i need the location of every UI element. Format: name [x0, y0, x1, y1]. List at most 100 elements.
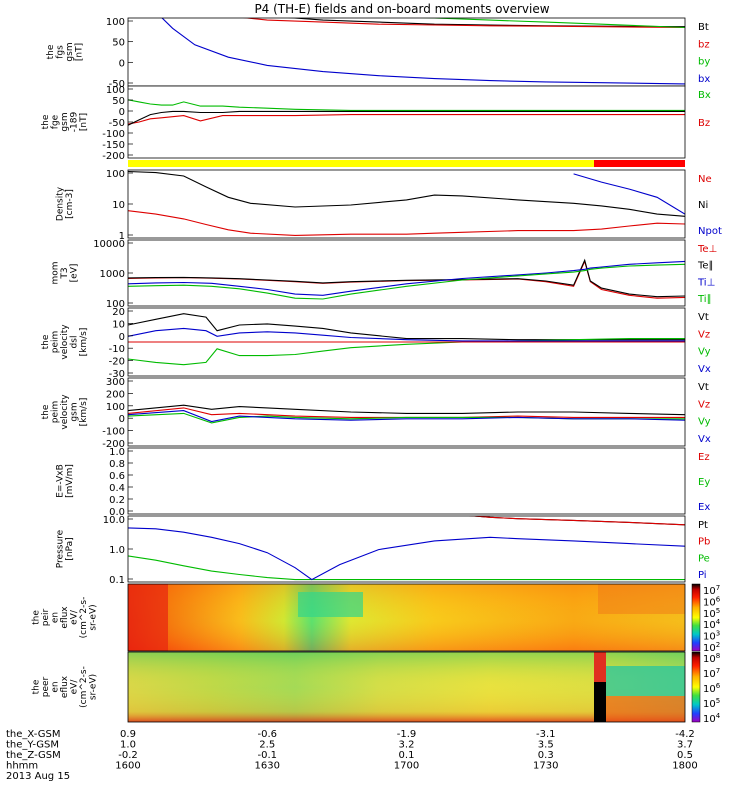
y-axis-label-line: the	[41, 404, 51, 419]
y-axis-label-line: eV/	[70, 679, 80, 695]
y-axis-label-line: [km/s]	[79, 328, 89, 357]
y-tick-label: -100	[102, 129, 125, 140]
y-tick-label: 100	[106, 85, 125, 96]
legend-vz: Vz	[698, 399, 710, 410]
quality-bar-red	[594, 160, 685, 167]
legend-ti∥: Ti∥	[697, 294, 712, 305]
footer-value: -3.1	[536, 729, 556, 740]
legend-ne: Ne	[698, 174, 712, 185]
legend-ti⊥: Ti⊥	[697, 277, 715, 288]
colorbar-tick-label: 104	[703, 618, 721, 631]
legend-pb: Pb	[698, 537, 710, 548]
y-axis-label-line: en	[51, 612, 61, 623]
footer-value: 3.7	[677, 740, 693, 751]
plot-area-p2	[128, 86, 685, 158]
y-axis-label-line: [nT]	[74, 43, 84, 61]
series-group-p3	[128, 170, 685, 236]
panel-frame-p10	[127, 651, 686, 723]
series-group-p6	[128, 404, 685, 424]
y-axis-label-line: velocity	[60, 394, 70, 430]
footer-value: -0.6	[257, 729, 277, 740]
series-line-by	[419, 18, 685, 29]
colorbar-tick-label: 107	[703, 667, 720, 680]
footer-value: 1730	[533, 761, 558, 772]
series-line-vz	[128, 407, 685, 418]
panel-frame-p7	[127, 447, 686, 515]
ion-spectrogram-orange-band	[598, 584, 685, 614]
panel-p3: 100 10 1 Ne Ni Npot Density [cm-3]	[55, 169, 722, 242]
legend-ex: Ex	[698, 502, 710, 513]
y-tick-label: 10	[112, 200, 125, 211]
y-tick-label: -10	[109, 344, 125, 355]
colorbar-tick-label: 105	[703, 607, 720, 620]
y-tick-label: 50	[112, 38, 125, 49]
y-axis-label-line: gsm	[70, 402, 80, 421]
series-group-p4	[128, 258, 685, 300]
y-axis-label-line: the	[32, 610, 42, 625]
legend-vt: Vt	[698, 382, 709, 393]
legend-vz: Vz	[698, 329, 710, 340]
y-axis-label-line: (cm^2-s-	[79, 597, 89, 639]
y-axis-label-line: en	[51, 681, 61, 692]
ion-spectrogram-hot-region	[128, 584, 168, 651]
footer-value: -4.2	[675, 729, 695, 740]
y-tick-label: 100	[106, 402, 125, 413]
series-line-pi	[128, 527, 685, 581]
series-line-bx	[128, 99, 685, 111]
y-axis-label-p8: Pressure [nPa]	[55, 529, 75, 568]
legend-pe: Pe	[698, 553, 710, 564]
series-line-ne	[128, 210, 685, 236]
ion-spectrogram-green-patch	[298, 592, 363, 617]
legend-by: by	[698, 57, 710, 68]
electron-spectrogram-cyan-patch	[606, 666, 685, 696]
y-tick-label: -150	[102, 140, 125, 151]
y-axis-label-line: peim	[51, 401, 61, 424]
series-group-p1	[161, 18, 685, 85]
y-axis-label-p6: the peim velocity gsm [km/s]	[41, 394, 89, 430]
colorbar-tick-label: 108	[703, 652, 720, 665]
footer-row-label: hhmm	[6, 761, 38, 772]
series-line-ni	[128, 170, 685, 217]
y-axis-label-p1: the fgs gsm [nT]	[46, 42, 85, 61]
footer-value: 1.0	[120, 740, 136, 751]
colorbar-p10	[691, 651, 701, 723]
legend-ey: Ey	[698, 477, 710, 488]
series-line-vt	[128, 404, 685, 416]
series-line-ti⊥	[128, 260, 685, 296]
footer-row-label: the_Y-GSM	[6, 740, 59, 751]
y-tick-label: 20	[112, 307, 125, 318]
plot-area-p1	[128, 18, 685, 86]
legend-vx: Vx	[698, 434, 711, 445]
y-tick-label: -100	[102, 427, 125, 438]
y-axis-label-p3: Density [cm-3]	[55, 186, 75, 221]
y-axis-label-line: Density	[55, 186, 65, 221]
y-tick-label: 1	[119, 231, 125, 242]
panel-frame-p6	[127, 377, 686, 447]
plot-area-p7	[128, 448, 685, 514]
legend-pi: Pi	[698, 570, 707, 581]
legend-bt: Bt	[698, 22, 709, 33]
legend-vy: Vy	[698, 417, 711, 428]
legend-ez: Ez	[698, 452, 710, 463]
y-tick-label: 0.2	[109, 495, 125, 506]
y-tick-label: 0.4	[109, 483, 125, 494]
y-tick-label: 0.1	[109, 575, 125, 586]
y-tick-label: 0	[119, 332, 125, 343]
legend-bz: Bz	[698, 118, 710, 129]
series-line-pe	[128, 555, 685, 581]
y-tick-label: 0	[119, 414, 125, 425]
y-axis-label-line: peir	[41, 608, 51, 626]
colorbar-tick-label: 106	[703, 595, 721, 608]
series-group-p5	[128, 313, 685, 366]
series-line-te∥	[128, 258, 685, 298]
footer-value: 1630	[255, 761, 280, 772]
legend-pt: Pt	[698, 520, 708, 531]
y-axis-label-line: [km/s]	[79, 398, 89, 427]
series-line-vx	[128, 327, 685, 342]
electron-spectrogram-gap-top	[594, 652, 606, 682]
y-tick-label: 1.0	[109, 545, 125, 556]
footer-value: 0.1	[399, 750, 415, 761]
footer-value: 1800	[672, 761, 697, 772]
y-axis-label-line: gsm	[60, 112, 70, 131]
